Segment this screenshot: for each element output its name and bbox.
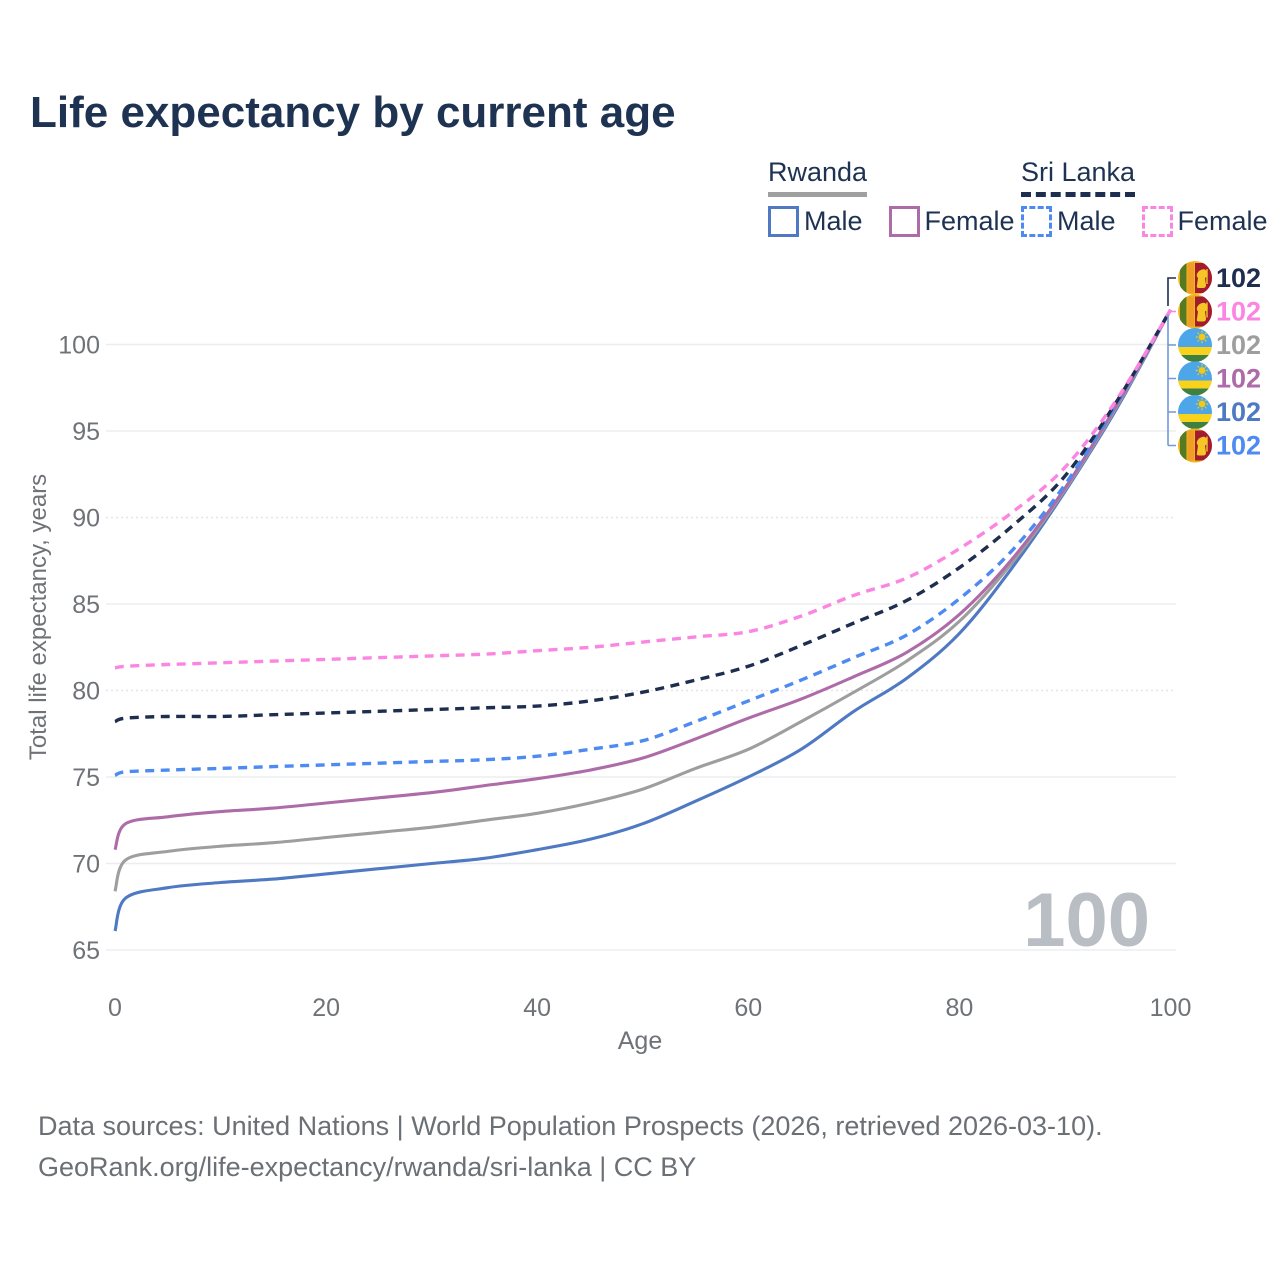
y-tick-label: 75 — [72, 764, 100, 792]
series-line-sri-lanka-female[interactable] — [114, 309, 1172, 670]
legend-header-sri-lanka: Sri Lanka — [1021, 157, 1136, 197]
legend: Rwanda Male Female Sri Lanka Male — [0, 157, 1280, 248]
legend-group-sri-lanka: Sri Lanka Male Female — [1021, 157, 1268, 237]
end-value-label: 102 — [1216, 263, 1261, 293]
end-label-connector — [1167, 315, 1176, 447]
y-tick-label: 100 — [58, 332, 100, 360]
legend-item-label: Female — [1177, 205, 1268, 236]
y-tick-label: 65 — [72, 937, 100, 965]
y-tick-label: 95 — [72, 418, 100, 446]
legend-items-rwanda: Male Female — [768, 205, 1015, 237]
legend-item-sri-lanka-female[interactable]: Female — [1141, 205, 1268, 237]
x-tick-label: 100 — [1150, 994, 1192, 1022]
y-tick-label: 90 — [72, 505, 100, 533]
legend-item-sri-lanka-male[interactable]: Male — [1021, 205, 1116, 237]
legend-header-rwanda: Rwanda — [768, 157, 868, 197]
y-tick-label: 85 — [72, 591, 100, 619]
end-value-label: 102 — [1216, 364, 1261, 394]
rwanda-male-swatch-icon — [768, 205, 799, 237]
legend-item-label: Female — [924, 205, 1015, 236]
end-value-label: 102 — [1216, 330, 1261, 360]
sri-lanka-male-swatch-icon — [1021, 205, 1052, 237]
series-end-label-sri-lanka-overall: 102 — [1178, 261, 1261, 295]
end-label-connector — [1167, 277, 1176, 306]
y-tick-label: 70 — [72, 851, 100, 879]
sri-lanka-flag-icon — [1178, 294, 1212, 329]
rwanda-flag-icon — [1178, 361, 1212, 396]
series-line-sri-lanka-overall[interactable] — [114, 309, 1172, 724]
sri-lanka-flag-icon — [1178, 261, 1212, 295]
sri-lanka-female-swatch-icon — [1141, 205, 1173, 237]
legend-item-label: Male — [1057, 205, 1116, 236]
end-value-label: 102 — [1216, 397, 1261, 427]
legend-items-sri-lanka: Male Female — [1021, 205, 1268, 237]
x-tick-label: 60 — [734, 994, 762, 1022]
age-counter-watermark: 100 — [1023, 878, 1150, 963]
x-tick-label: 0 — [108, 994, 122, 1022]
series-end-label-rwanda-female: 102 — [1178, 361, 1261, 396]
end-value-label: 102 — [1216, 431, 1261, 461]
rwanda-flag-icon — [1178, 395, 1212, 429]
legend-item-label: Male — [804, 205, 863, 236]
data-sources-text: Data sources: United Nations | World Pop… — [38, 1111, 1103, 1141]
x-axis-title: Age — [618, 1027, 662, 1055]
x-tick-label: 40 — [523, 994, 551, 1022]
legend-group-rwanda: Rwanda Male Female — [768, 157, 1015, 237]
chart-footer: Data sources: United Nations | World Pop… — [38, 1106, 1103, 1188]
x-tick-label: 80 — [945, 994, 973, 1022]
page-title: Life expectancy by current age — [30, 88, 676, 137]
series-line-rwanda-male[interactable] — [113, 309, 1172, 932]
series-line-rwanda-female[interactable] — [113, 309, 1172, 851]
rwanda-female-swatch-icon — [888, 205, 920, 237]
series-end-label-rwanda-male: 102 — [1178, 395, 1261, 429]
y-axis-title: Total life expectancy, years — [25, 474, 52, 760]
series-end-label-sri-lanka-male: 102 — [1178, 428, 1261, 463]
series-line-rwanda-overall[interactable] — [113, 309, 1172, 892]
sri-lanka-flag-icon — [1178, 428, 1212, 463]
rwanda-flag-icon — [1178, 328, 1212, 362]
legend-item-rwanda-male[interactable]: Male — [768, 205, 863, 237]
y-tick-label: 80 — [72, 678, 100, 706]
end-value-label: 102 — [1216, 297, 1261, 327]
series-end-label-sri-lanka-female: 102 — [1178, 294, 1261, 329]
legend-item-rwanda-female[interactable]: Female — [888, 205, 1015, 237]
series-end-label-rwanda-overall: 102 — [1178, 328, 1261, 362]
attribution-text: GeoRank.org/life-expectancy/rwanda/sri-l… — [38, 1152, 697, 1182]
x-tick-label: 20 — [312, 994, 340, 1022]
series-line-sri-lanka-male[interactable] — [114, 309, 1172, 777]
